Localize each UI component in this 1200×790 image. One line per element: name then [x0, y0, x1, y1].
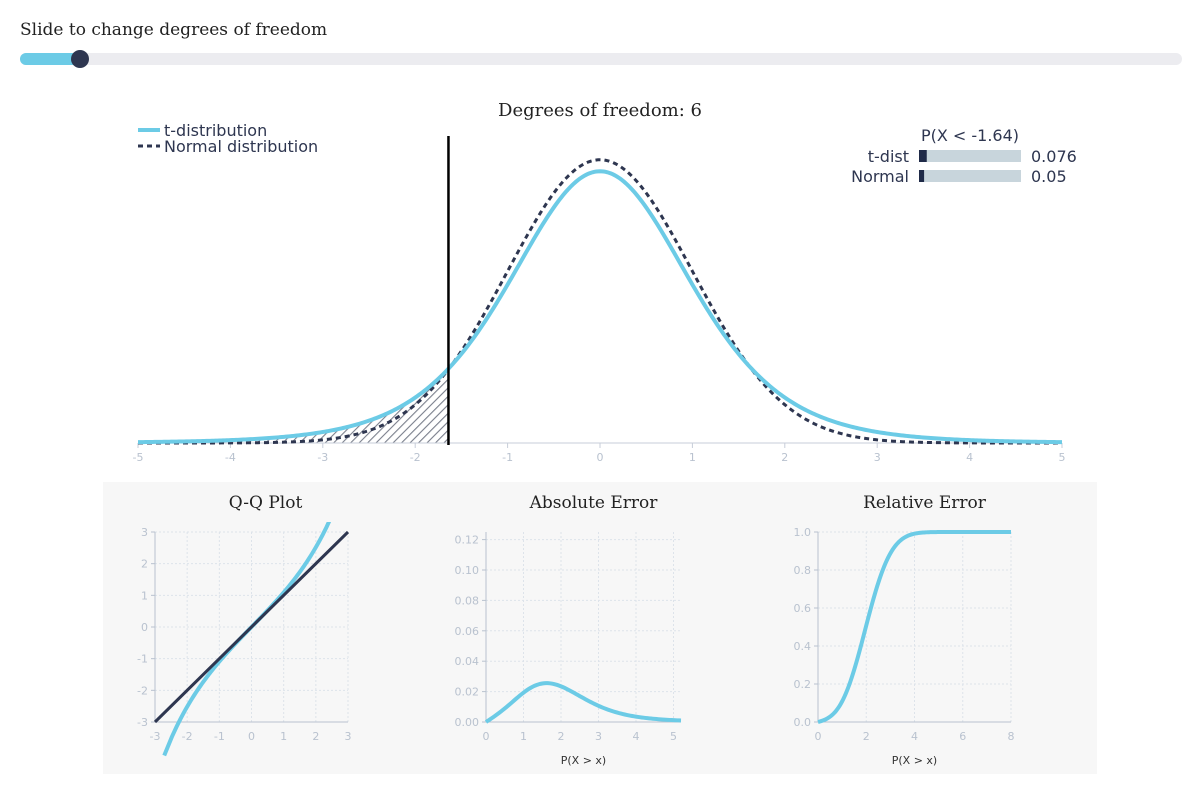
y-tick-label: 0.02	[455, 686, 480, 699]
slider-thumb[interactable]	[71, 50, 89, 68]
y-tick-label: 0.4	[794, 640, 812, 653]
y-tick-label: 0.10	[455, 564, 480, 577]
x-tick-label: 4	[911, 730, 918, 743]
x-tick-label: 6	[959, 730, 966, 743]
degrees-of-freedom-slider[interactable]	[20, 50, 1182, 68]
small-chart-title: Q-Q Plot	[229, 493, 303, 513]
main-x-tick-label: -4	[225, 451, 236, 464]
small-chart-title: Absolute Error	[529, 493, 659, 513]
x-tick-label: 2	[558, 730, 565, 743]
x-axis-label: P(X > x)	[892, 754, 937, 767]
y-tick-label: 0.04	[455, 655, 480, 668]
y-tick-label: 2	[141, 558, 148, 571]
y-tick-label: 0.06	[455, 625, 480, 638]
y-tick-label: 0.6	[794, 602, 812, 615]
probability-bar-track	[919, 150, 1021, 162]
x-tick-label: 5	[670, 730, 677, 743]
y-tick-label: -1	[137, 653, 148, 666]
qq-plot-chart: Q-Q Plot -3 -2 -1 0 1 2 3 3 2 1 0 -1 -2 -3	[137, 493, 352, 757]
x-tick-label: 8	[1008, 730, 1015, 743]
probability-title: P(X < -1.64)	[921, 126, 1019, 145]
main-distribution-chart: Degrees of freedom: 6 -5 -4 -3 -2 -1 0 1 2 3 4 5 t-d…	[133, 100, 1077, 464]
small-charts-panel: Q-Q Plot -3 -2 -1 0 1 2 3 3 2 1 0 -1 -2 -3 Absolute Er…	[103, 482, 1097, 774]
main-x-tick-label: 0	[597, 451, 604, 464]
slider-fill	[20, 53, 80, 65]
main-chart-title: Degrees of freedom: 6	[498, 100, 702, 121]
main-x-tick-label: 4	[966, 451, 973, 464]
legend-t-label: t-distribution	[164, 121, 267, 140]
main-x-tick-label: 5	[1059, 451, 1066, 464]
probability-row-value: 0.05	[1031, 167, 1067, 186]
y-tick-label: 0.00	[455, 716, 480, 729]
x-tick-label: 4	[633, 730, 640, 743]
y-tick-label: 0.08	[455, 594, 480, 607]
y-tick-label: 0.12	[455, 534, 480, 547]
x-tick-label: 1	[520, 730, 527, 743]
main-x-tick-label: 2	[781, 451, 788, 464]
x-tick-label: 3	[595, 730, 602, 743]
x-tick-label: -1	[214, 730, 225, 743]
x-tick-label: 2	[863, 730, 870, 743]
y-tick-label: 0.8	[794, 564, 812, 577]
y-tick-label: 0.2	[794, 678, 812, 691]
main-x-tick-label: 3	[874, 451, 881, 464]
absolute-error-chart: Absolute Error 0 1 2 3 4 5 0.12 0.10 0.08 0.06 0.04…	[455, 493, 682, 767]
main-x-tick-label: 1	[689, 451, 696, 464]
main-x-tick-label: -5	[133, 451, 144, 464]
probability-bar-track	[919, 170, 1021, 182]
normal-distribution-line	[138, 158, 1062, 445]
y-tick-label: 1	[141, 589, 148, 602]
y-tick-label: -2	[137, 684, 148, 697]
y-tick-label: 0	[141, 621, 148, 634]
small-chart-title: Relative Error	[863, 493, 987, 513]
probability-row-label: t-dist	[868, 147, 909, 166]
relative-error-curve	[817, 530, 1011, 724]
y-tick-label: 0.0	[794, 716, 812, 729]
absolute-error-curve	[484, 681, 682, 724]
main-x-tick-label: -1	[502, 451, 513, 464]
slider-label: Slide to change degrees of freedom	[20, 20, 328, 40]
x-tick-label: 0	[248, 730, 255, 743]
x-tick-label: 0	[483, 730, 490, 743]
main-x-tick-label: -2	[410, 451, 421, 464]
x-tick-label: -3	[150, 730, 161, 743]
y-tick-label: 1.0	[794, 526, 812, 539]
x-tick-label: 1	[280, 730, 287, 743]
probability-bar-fill	[919, 150, 927, 162]
main-x-tick-label: -3	[317, 451, 328, 464]
probability-bar-fill	[919, 170, 925, 182]
x-axis-label: P(X > x)	[561, 754, 606, 767]
relative-error-chart: Relative Error 0 2 4 6 8 1.0 0.8 0.6 0.4 0.2 0.0 P(X…	[794, 493, 1015, 767]
x-tick-label: -2	[182, 730, 193, 743]
qq-reference-line	[153, 530, 350, 724]
legend-normal-label: Normal distribution	[164, 137, 318, 156]
y-tick-label: -3	[137, 716, 148, 729]
x-tick-label: 2	[312, 730, 319, 743]
x-tick-label: 3	[345, 730, 352, 743]
x-tick-label: 0	[815, 730, 822, 743]
t-distribution-line	[137, 169, 1063, 445]
y-tick-label: 3	[141, 526, 148, 539]
probability-row-label: Normal	[851, 167, 909, 186]
shaded-tail-area	[138, 368, 449, 443]
probability-row-value: 0.076	[1031, 147, 1077, 166]
